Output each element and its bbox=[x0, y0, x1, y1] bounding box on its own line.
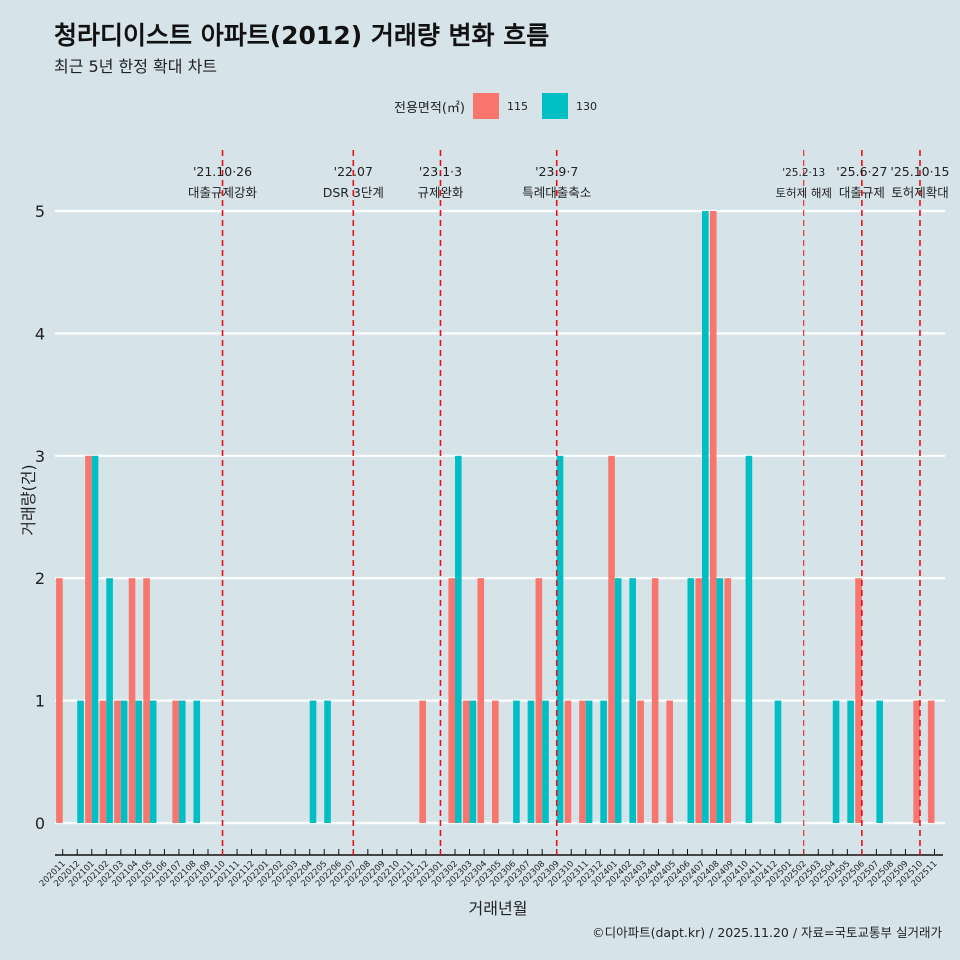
bar-130-202505 bbox=[847, 700, 854, 823]
legend-title: 전용면적(㎡) bbox=[394, 100, 465, 116]
bar-130-202303 bbox=[469, 700, 477, 823]
chart-subtitle: 최근 5년 한정 확대 차트 bbox=[54, 57, 218, 76]
bar-115-202403 bbox=[637, 700, 644, 823]
bar-115-202107 bbox=[172, 700, 179, 823]
bar-130-202102 bbox=[106, 578, 113, 823]
annotation-label: 토허제확대 bbox=[891, 185, 949, 200]
bar-115-202409 bbox=[724, 578, 732, 823]
bar-115-202011 bbox=[56, 578, 63, 823]
bar-130-202105 bbox=[149, 700, 157, 823]
annotation-date: '23.1·3 bbox=[419, 164, 462, 179]
annotation-date: '23.9·7 bbox=[535, 164, 578, 179]
y-axis-title: 거래량(건) bbox=[19, 464, 38, 535]
bar-115-202401 bbox=[608, 455, 615, 823]
bar-130-202101 bbox=[91, 455, 99, 823]
bar-115-202311 bbox=[579, 700, 586, 823]
bar-115-202310 bbox=[564, 700, 572, 823]
bar-130-202504 bbox=[832, 700, 840, 823]
annotation-label: 대출규제강화 bbox=[188, 185, 258, 200]
annotation-date: '21.10·26 bbox=[193, 164, 252, 179]
bar-115-202308 bbox=[535, 578, 543, 823]
y-tick-label: 2 bbox=[35, 569, 45, 588]
bar-130-202312 bbox=[600, 700, 607, 823]
bar-115-202304 bbox=[477, 578, 485, 823]
bar-115-202405 bbox=[666, 700, 673, 823]
bar-115-202102 bbox=[99, 700, 107, 823]
legend-label-115: 115 bbox=[506, 99, 528, 113]
x-axis-title: 거래년월 bbox=[469, 899, 528, 918]
y-tick-label: 4 bbox=[35, 324, 45, 343]
annotation-label: DSR 3단계 bbox=[323, 185, 384, 200]
annotation-date: '25.2·13 bbox=[782, 167, 825, 179]
bar-130-202205 bbox=[324, 700, 331, 823]
bar-115-202103 bbox=[114, 700, 121, 823]
bar-130-202104 bbox=[135, 700, 142, 823]
bar-115-202305 bbox=[492, 700, 499, 823]
bar-130-202308 bbox=[542, 700, 549, 823]
bar-130-202412 bbox=[774, 700, 782, 823]
bar-130-202306 bbox=[513, 700, 520, 823]
legend-swatch-115 bbox=[472, 93, 499, 119]
bar-130-202309 bbox=[556, 455, 564, 823]
annotation-label: 토허제 해제 bbox=[775, 186, 832, 200]
annotation-date: '25.6·27 bbox=[836, 164, 887, 179]
bar-130-202103 bbox=[120, 700, 128, 823]
y-tick-label: 3 bbox=[35, 447, 45, 466]
bar-130-202012 bbox=[77, 700, 84, 823]
bar-115-202511 bbox=[927, 700, 935, 823]
bar-115-202407 bbox=[695, 578, 703, 823]
legend-swatch-130 bbox=[541, 93, 568, 119]
legend: 전용면적(㎡) 115 130 bbox=[394, 93, 603, 119]
y-tick-label: 1 bbox=[35, 692, 45, 711]
bar-130-202408 bbox=[716, 578, 724, 823]
bar-130-202407 bbox=[702, 211, 709, 823]
bar-130-202107 bbox=[178, 700, 186, 823]
bar-115-202408 bbox=[709, 211, 717, 823]
bar-130-202410 bbox=[745, 455, 753, 823]
bar-130-202507 bbox=[876, 700, 883, 823]
y-tick-label: 5 bbox=[35, 202, 45, 221]
bar-115-202303 bbox=[462, 700, 470, 823]
bar-115-202302 bbox=[448, 578, 456, 823]
annotation-label: 규제완화 bbox=[417, 185, 464, 200]
bar-115-202104 bbox=[128, 578, 136, 823]
bar-130-202406 bbox=[687, 578, 695, 823]
bar-130-202108 bbox=[193, 700, 201, 823]
annotation-date: '22.07 bbox=[334, 164, 373, 179]
caption: ©디아파트(dapt.kr) / 2025.11.20 / 자료=국토교통부 실… bbox=[592, 925, 942, 940]
bar-130-202204 bbox=[309, 700, 317, 823]
bar-130-202402 bbox=[629, 578, 636, 823]
bar-115-202101 bbox=[85, 455, 92, 823]
chart-title: 청라디이스트 아파트(2012) 거래량 변화 흐름 bbox=[54, 21, 550, 50]
annotation-label: 특례대출축소 bbox=[522, 185, 591, 200]
bar-115-202105 bbox=[143, 578, 150, 823]
annotation-label: 대출규제 bbox=[839, 185, 885, 200]
y-tick-label: 0 bbox=[35, 814, 45, 833]
bar-130-202311 bbox=[585, 700, 593, 823]
bar-115-202404 bbox=[651, 578, 659, 823]
legend-label-130: 130 bbox=[575, 99, 597, 113]
bar-115-202212 bbox=[419, 700, 426, 823]
bar-130-202401 bbox=[614, 578, 622, 823]
bar-115-202506 bbox=[855, 578, 862, 823]
bar-130-202302 bbox=[455, 455, 462, 823]
bar-130-202307 bbox=[527, 700, 535, 823]
annotation-date: '25.10·15 bbox=[890, 164, 949, 179]
bar-115-202510 bbox=[913, 700, 920, 823]
